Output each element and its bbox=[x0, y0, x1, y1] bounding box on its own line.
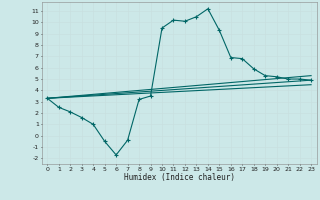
X-axis label: Humidex (Indice chaleur): Humidex (Indice chaleur) bbox=[124, 173, 235, 182]
